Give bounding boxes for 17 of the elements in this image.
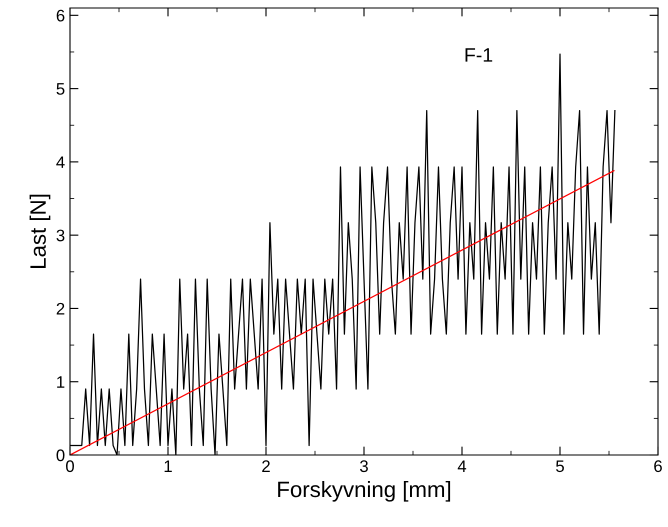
y-tick-label: 5 (56, 83, 64, 95)
y-tick-label: 6 (56, 10, 64, 22)
x-tick-label: 3 (360, 460, 368, 472)
x-tick-label: 5 (556, 460, 564, 472)
y-tick-label: 0 (56, 449, 64, 462)
x-tick-label: 2 (262, 460, 270, 472)
y-tick-label: 1 (57, 376, 64, 388)
x-tick-label: 0 (66, 460, 74, 472)
x-tick-label: 4 (458, 460, 466, 472)
x-tick-label: 6 (654, 460, 662, 472)
y-tick-label: 3 (56, 230, 64, 242)
y-tick-label: 4 (56, 156, 65, 168)
x-axis-title: Forskyvning [mm] (278, 480, 450, 502)
y-axis-title: Last [N] (30, 194, 50, 268)
annotation: F-1 (466, 48, 492, 62)
x-tick-label: 1 (164, 460, 172, 472)
y-tick-label: 2 (56, 302, 64, 314)
